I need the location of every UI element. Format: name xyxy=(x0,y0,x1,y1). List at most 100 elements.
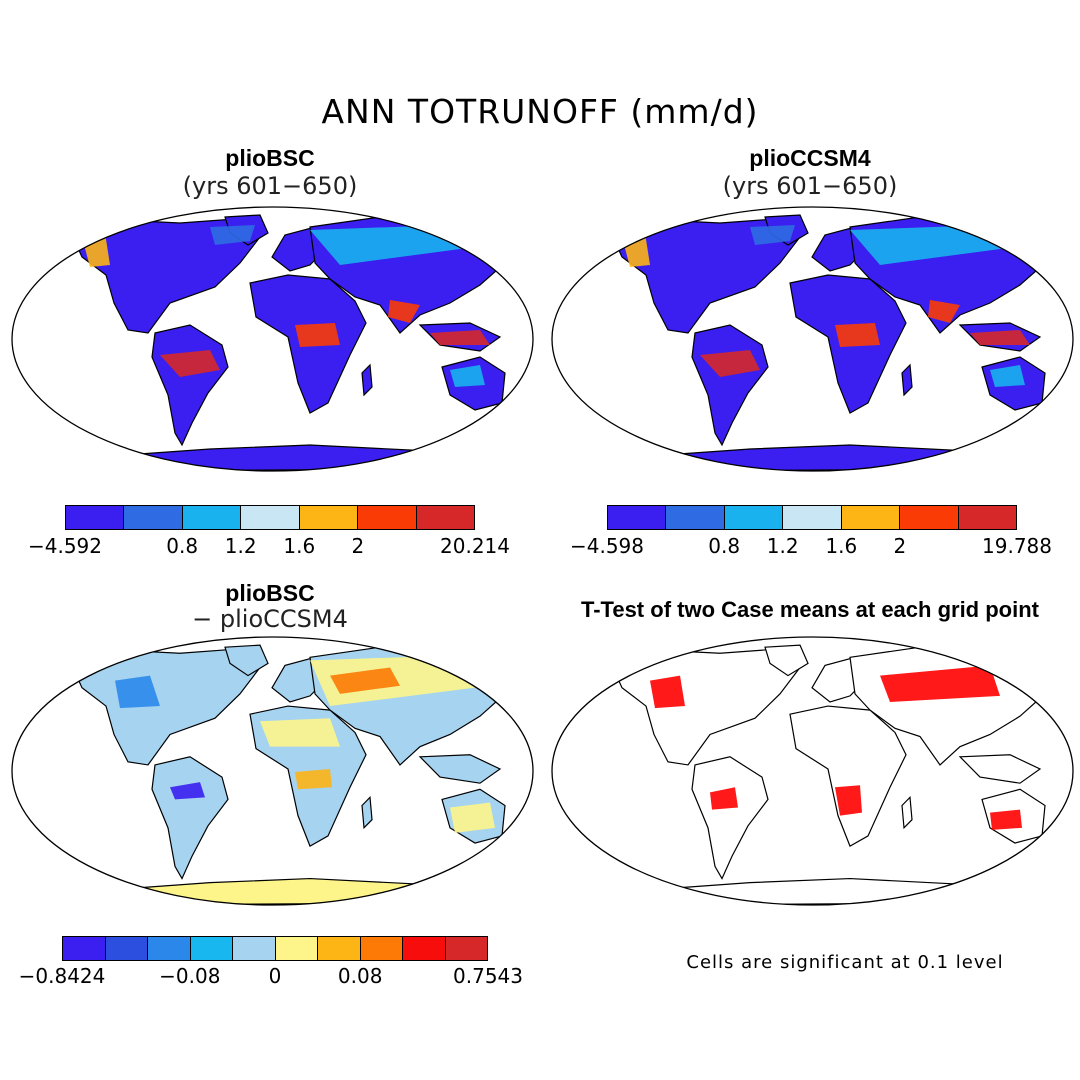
colorbar-tick-label: −0.08 xyxy=(159,964,221,988)
colorbar-tick-label: −4.598 xyxy=(569,534,645,558)
colorbar-tick-label: 1.2 xyxy=(224,534,257,558)
panel-title-difference: plioBSC xyxy=(225,580,315,606)
colorbar-tick-label: 2 xyxy=(893,534,907,558)
field-patch xyxy=(928,300,960,323)
colorbar-swatch xyxy=(608,506,667,529)
field-patch xyxy=(835,323,880,347)
field-patch xyxy=(970,330,1030,345)
colorbar-swatch xyxy=(233,937,276,960)
field-patch xyxy=(260,718,340,747)
colorbar-swatch xyxy=(358,506,417,529)
landmass-north-america xyxy=(611,648,801,766)
field-patch xyxy=(700,350,760,377)
map-frame xyxy=(11,636,534,906)
panel-subtitle-difference: − plioCCSM4 xyxy=(192,605,348,633)
significance-note: Cells are significant at 0.1 level xyxy=(686,952,1004,973)
figure-title: ANN TOTRUNOFF (mm/d) xyxy=(321,92,759,131)
landmass-indonesia xyxy=(418,754,502,784)
colorbar-labels-plioBSC: −4.592 0.8 1.2 1.6 2 20.214 xyxy=(28,534,510,560)
landmass-south-america xyxy=(691,324,769,447)
landmass-madagascar xyxy=(361,363,373,397)
landmass-greenland xyxy=(224,644,269,677)
landmass-greenland xyxy=(764,644,809,677)
colorbar-swatch xyxy=(124,506,183,529)
colorbar-tick-label: 1.2 xyxy=(766,534,799,558)
colorbar-swatch xyxy=(900,506,959,529)
map-difference xyxy=(11,636,534,906)
colorbar-tick-label: 1.6 xyxy=(283,534,316,558)
field-patch xyxy=(650,675,685,709)
panel-title-plioBSC: plioBSC xyxy=(225,145,315,171)
colorbar-tick-label: 0.7543 xyxy=(453,964,523,988)
landmass-madagascar xyxy=(901,796,913,830)
colorbar-swatch xyxy=(958,506,1016,529)
panel-subtitle-plioCCSM4: (yrs 601−650) xyxy=(722,172,898,200)
colorbar-tick-label: 20.214 xyxy=(440,534,510,558)
colorbar-plioBSC xyxy=(65,505,475,530)
panel-subtitle-plioBSC: (yrs 601−650) xyxy=(182,172,358,200)
colorbar-plioCCSM4 xyxy=(607,505,1017,530)
colorbar-swatch xyxy=(105,937,148,960)
field-patch xyxy=(430,330,490,345)
colorbar-swatch xyxy=(148,937,191,960)
colorbar-swatch xyxy=(666,506,725,529)
landmass-north-america xyxy=(71,648,261,766)
colorbar-tick-label: 19.788 xyxy=(982,534,1052,558)
panel-title-ttest: T-Test of two Case means at each grid po… xyxy=(580,597,1039,622)
field-patch xyxy=(210,225,255,245)
colorbar-swatch xyxy=(275,937,318,960)
field-patch xyxy=(115,675,160,709)
colorbar-tick-label: 0.8 xyxy=(708,534,741,558)
colorbar-labels-plioCCSM4: −4.598 0.8 1.2 1.6 2 19.788 xyxy=(570,534,1052,560)
colorbar-swatch xyxy=(783,506,842,529)
colorbar-tick-label: 0.8 xyxy=(166,534,199,558)
field-patch xyxy=(450,365,485,387)
field-patch xyxy=(750,225,795,245)
landmass-madagascar xyxy=(361,796,373,830)
field-patch xyxy=(450,802,495,833)
colorbar-swatch xyxy=(724,506,784,529)
panel-title-plioCCSM4: plioCCSM4 xyxy=(749,145,871,171)
colorbar-swatch xyxy=(66,506,125,529)
field-patch xyxy=(295,323,340,347)
colorbar-swatch xyxy=(241,506,300,529)
field-patch xyxy=(990,809,1022,830)
field-patch xyxy=(835,785,862,816)
colorbar-swatch xyxy=(841,506,901,529)
landmass-south-america xyxy=(151,756,229,880)
field-patch xyxy=(295,768,332,790)
landmass-north-america xyxy=(611,218,801,334)
map-frame xyxy=(11,206,534,472)
landmass-madagascar xyxy=(901,363,913,397)
colorbar-swatch xyxy=(445,937,487,960)
colorbar-swatch xyxy=(318,937,361,960)
colorbar-tick-label: 0 xyxy=(268,964,282,988)
colorbar-difference xyxy=(62,936,488,961)
landmass-south-america xyxy=(151,324,229,447)
colorbar-swatch xyxy=(63,937,106,960)
map-ttest-significance xyxy=(551,636,1074,906)
colorbar-tick-label: 0.08 xyxy=(337,964,383,988)
colorbar-tick-label: −4.592 xyxy=(27,534,103,558)
map-frame xyxy=(551,636,1074,906)
field-patch xyxy=(160,350,220,377)
landmass-africa xyxy=(789,705,907,847)
landmass-north-america xyxy=(71,218,261,334)
colorbar-tick-label: −0.8424 xyxy=(18,964,106,988)
field-patch xyxy=(388,300,420,323)
field-patch xyxy=(990,365,1025,387)
colorbar-tick-label: 1.6 xyxy=(825,534,858,558)
map-plioCCSM4 xyxy=(551,206,1074,472)
colorbar-swatch xyxy=(416,506,474,529)
colorbar-swatch xyxy=(299,506,359,529)
landmass-indonesia xyxy=(958,754,1042,784)
colorbar-labels-difference: −0.8424 −0.08 0 0.08 0.7543 xyxy=(19,964,523,990)
field-patch xyxy=(710,787,738,810)
landmass-south-america xyxy=(691,756,769,880)
colorbar-swatch xyxy=(190,937,233,960)
field-patch xyxy=(170,782,205,800)
colorbar-swatch xyxy=(360,937,403,960)
map-frame xyxy=(551,206,1074,472)
map-plioBSC xyxy=(11,206,534,472)
field-patch xyxy=(880,665,1000,702)
